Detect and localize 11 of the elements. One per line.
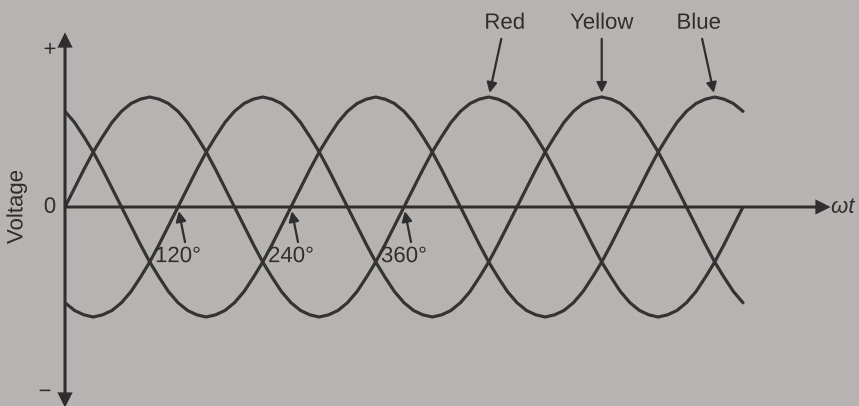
text: − (40, 390, 50, 392)
text: Yellow (570, 12, 634, 29)
text: + (44, 42, 56, 54)
x-tick-label: 360° (382, 246, 426, 262)
x-axis-title: ωt (832, 198, 856, 213)
y-axis-title: Voltage (6, 170, 27, 244)
text: Blue (678, 12, 720, 29)
text: 0 (44, 197, 56, 213)
x-tick-label: 240° (269, 246, 313, 262)
text: Red (486, 12, 524, 29)
x-tick-label: 120° (156, 246, 200, 262)
